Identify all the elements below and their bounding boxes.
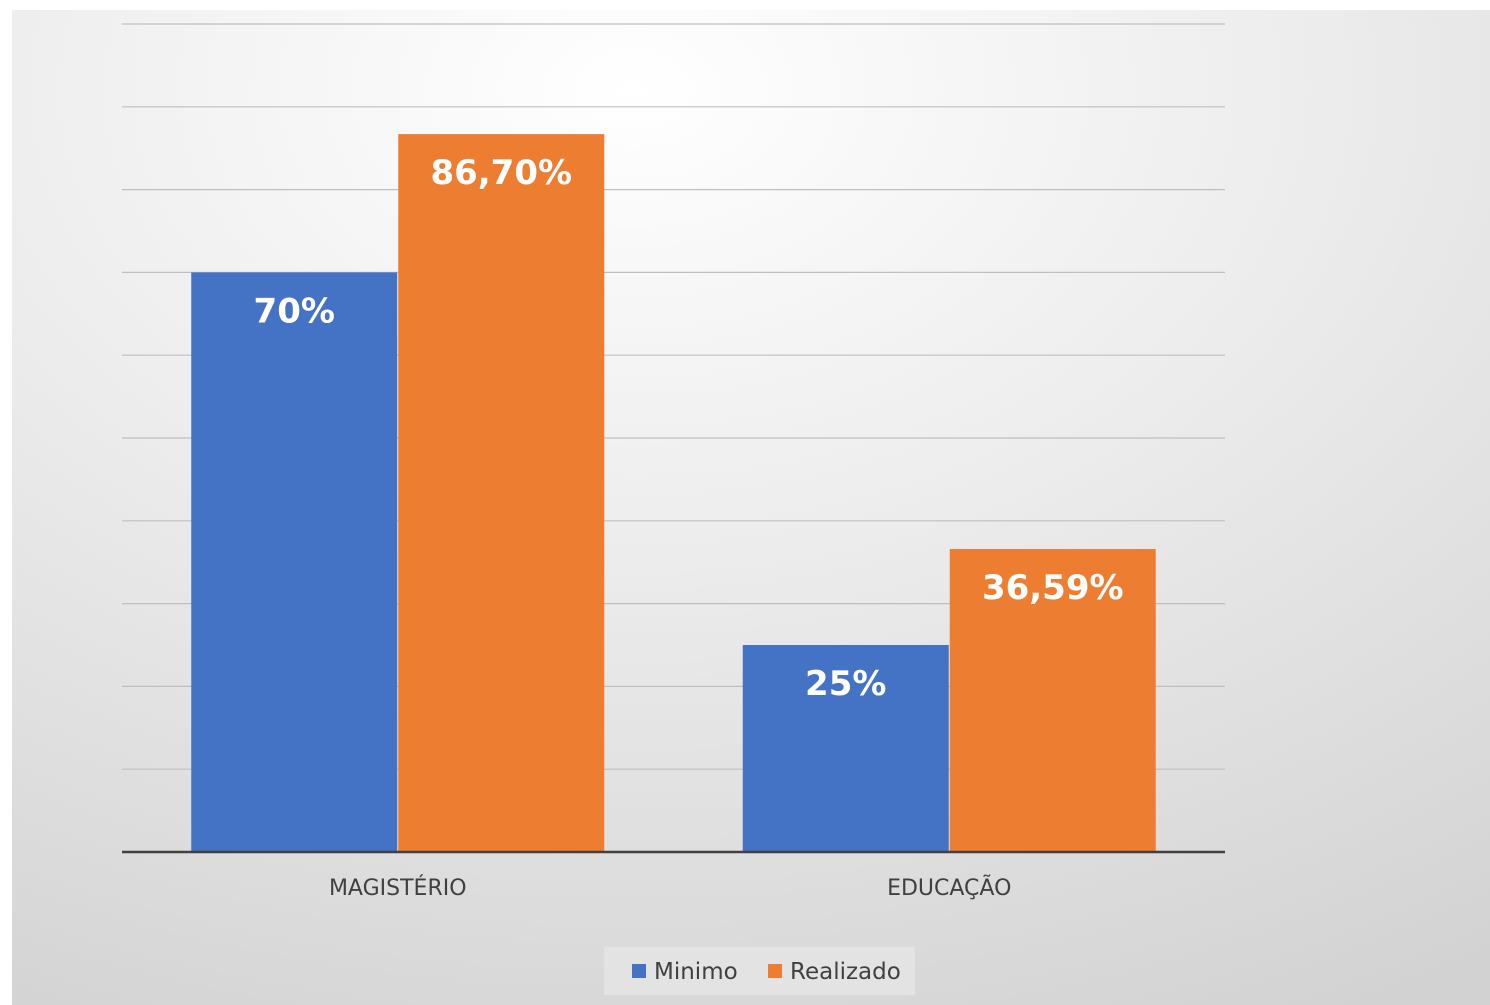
- category-label: MAGISTÉRIO: [329, 875, 467, 901]
- bar-minimo-educacao: [742, 645, 949, 852]
- bars: [191, 134, 1156, 852]
- category-labels: MAGISTÉRIO EDUCAÇÃO: [329, 874, 1011, 901]
- data-labels: 70% 86,70% 25% 36,59%: [254, 153, 1124, 704]
- data-label-minimo-educacao: 25%: [805, 664, 886, 704]
- bar-realizado-magisterio: [398, 134, 605, 852]
- legend-background: [604, 947, 915, 995]
- legend: Minimo Realizado: [604, 947, 915, 995]
- legend-swatch-realizado: [768, 964, 782, 978]
- legend-label-minimo: Minimo: [654, 959, 738, 985]
- data-label-minimo-magisterio: 70%: [254, 291, 335, 331]
- bar-realizado-educacao: [949, 549, 1156, 852]
- bar-minimo-magisterio: [191, 272, 398, 852]
- category-label: EDUCAÇÃO: [887, 874, 1011, 901]
- data-label-realizado-magisterio: 86,70%: [430, 153, 572, 193]
- data-label-realizado-educacao: 36,59%: [982, 568, 1124, 608]
- legend-swatch-minimo: [632, 964, 646, 978]
- legend-label-realizado: Realizado: [790, 959, 901, 985]
